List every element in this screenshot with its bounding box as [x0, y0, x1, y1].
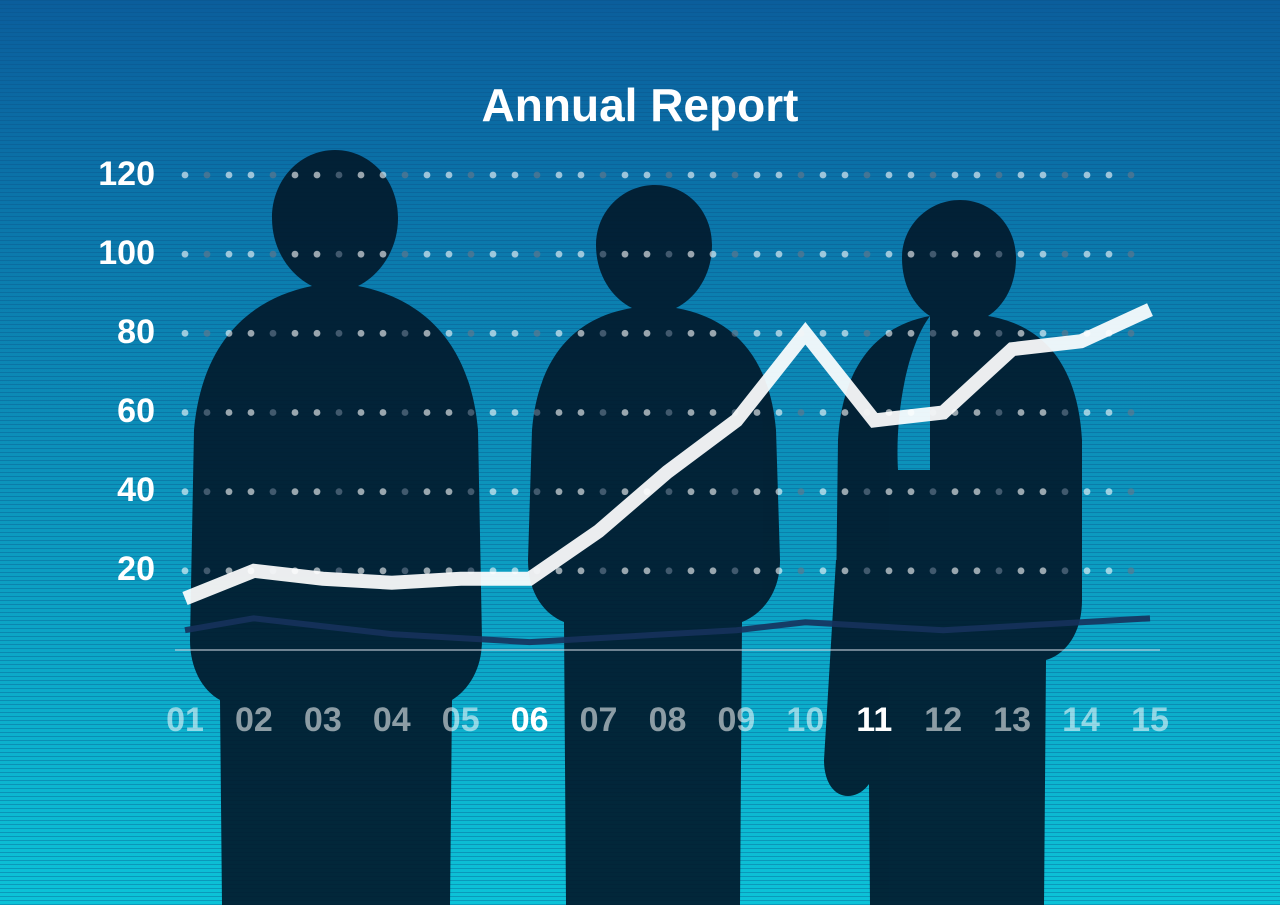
y-tick-label: 40 [75, 471, 155, 510]
x-tick-label: 09 [702, 701, 770, 740]
x-tick-label: 07 [565, 701, 633, 740]
y-tick-label: 80 [75, 313, 155, 352]
series-primary [185, 310, 1150, 599]
y-tick-label: 20 [75, 550, 155, 589]
x-tick-label: 05 [427, 701, 495, 740]
x-tick-label: 06 [496, 701, 564, 740]
x-tick-label: 12 [909, 701, 977, 740]
series-secondary [185, 618, 1150, 642]
x-tick-label: 02 [220, 701, 288, 740]
x-tick-label: 13 [978, 701, 1046, 740]
chart [0, 0, 1280, 905]
x-tick-label: 14 [1047, 701, 1115, 740]
x-tick-label: 11 [840, 701, 908, 740]
stage: Annual Report 20406080100120 01020304050… [0, 0, 1280, 905]
x-tick-label: 10 [771, 701, 839, 740]
y-tick-label: 100 [75, 234, 155, 273]
x-tick-label: 03 [289, 701, 357, 740]
y-tick-label: 60 [75, 392, 155, 431]
x-tick-label: 01 [151, 701, 219, 740]
y-tick-label: 120 [75, 155, 155, 194]
x-tick-label: 08 [634, 701, 702, 740]
x-tick-label: 15 [1116, 701, 1184, 740]
chart-series [185, 310, 1150, 642]
x-tick-label: 04 [358, 701, 426, 740]
chart-title: Annual Report [0, 78, 1280, 132]
